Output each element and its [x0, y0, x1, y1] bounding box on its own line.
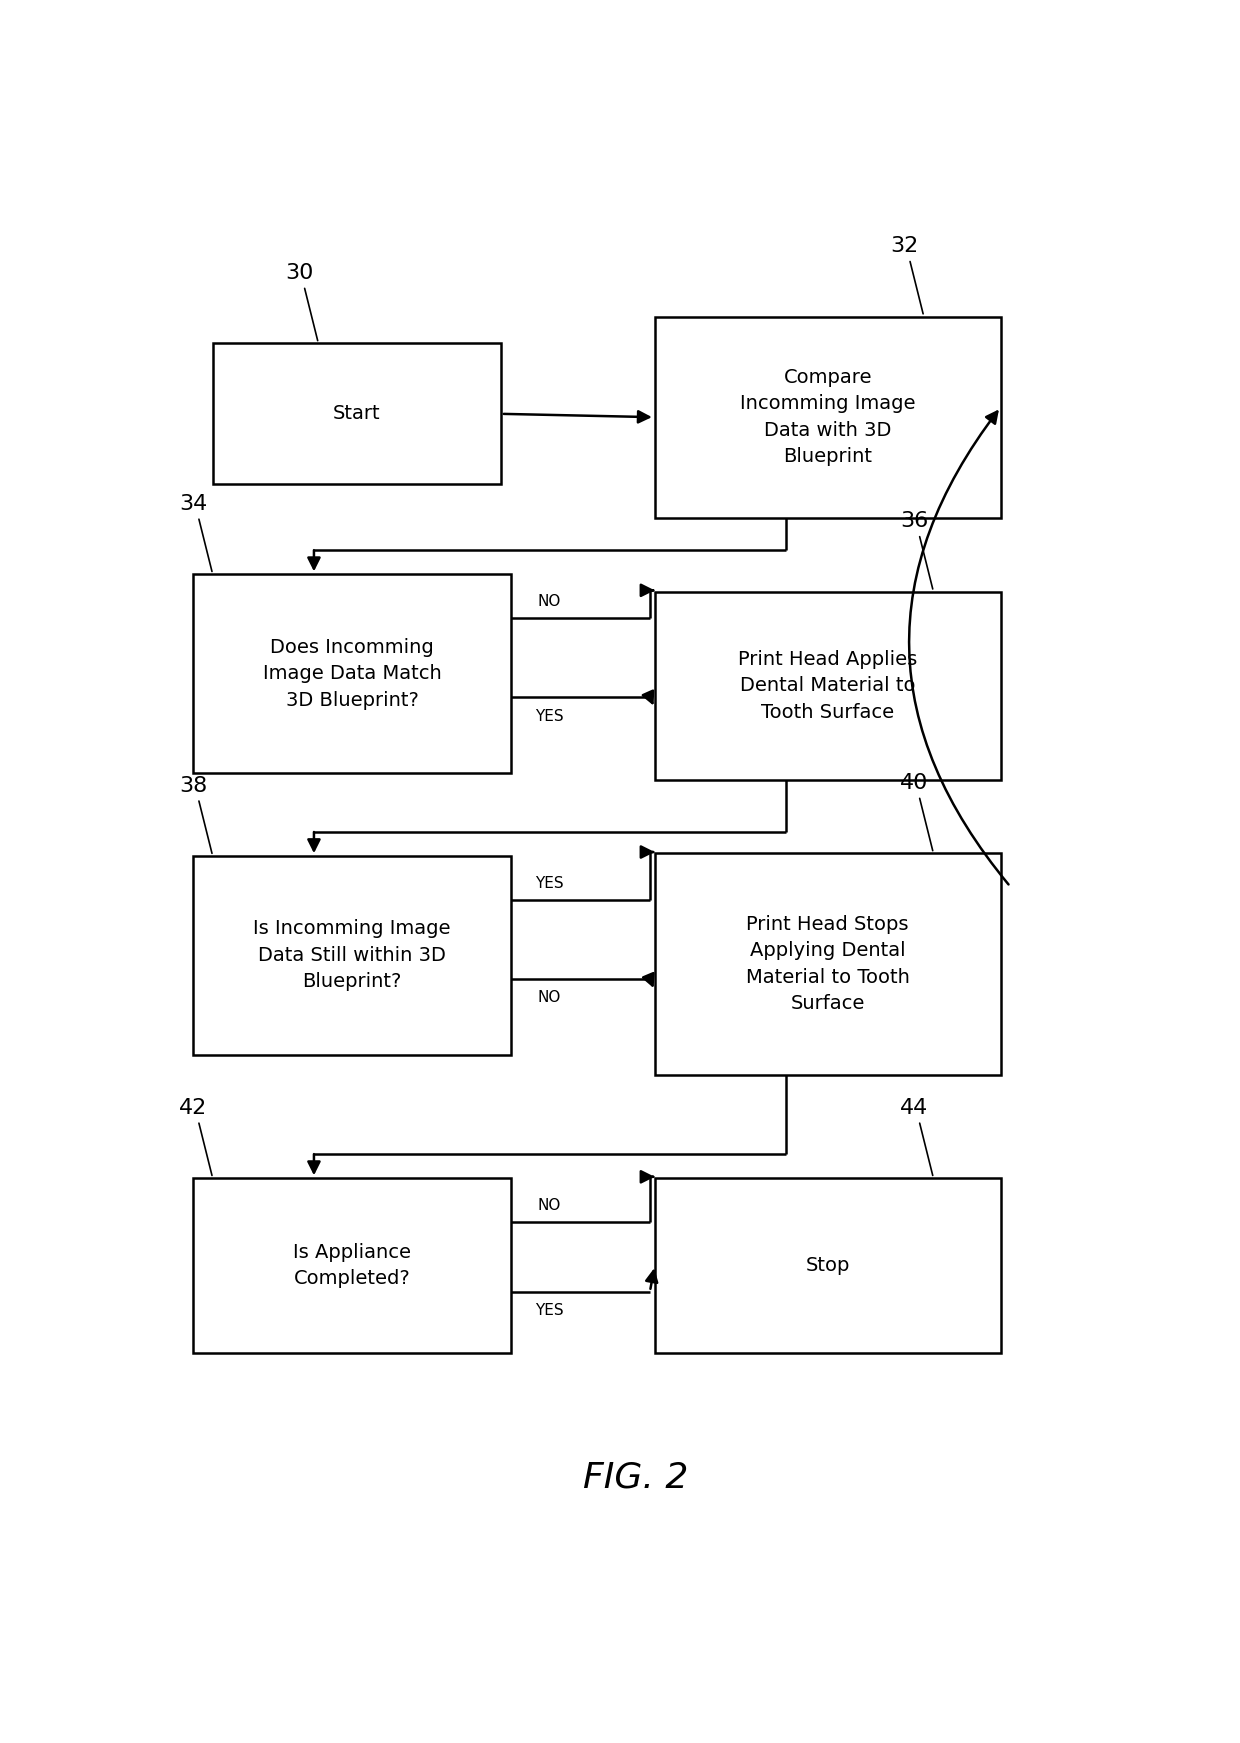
FancyBboxPatch shape [655, 1178, 1001, 1353]
Text: YES: YES [534, 709, 563, 723]
Text: NO: NO [537, 594, 560, 610]
Text: 44: 44 [900, 1098, 929, 1117]
Text: 30: 30 [285, 263, 314, 282]
FancyBboxPatch shape [193, 1178, 511, 1353]
Text: Does Incomming
Image Data Match
3D Blueprint?: Does Incomming Image Data Match 3D Bluep… [263, 638, 441, 709]
Text: 36: 36 [900, 511, 929, 532]
Text: YES: YES [534, 877, 563, 891]
Text: Is Appliance
Completed?: Is Appliance Completed? [293, 1243, 410, 1288]
Text: NO: NO [537, 1197, 560, 1213]
Text: Stop: Stop [806, 1257, 849, 1274]
Text: 34: 34 [180, 493, 207, 514]
Text: 40: 40 [900, 772, 929, 793]
Text: 38: 38 [180, 776, 207, 795]
FancyBboxPatch shape [655, 854, 1001, 1075]
Text: FIG. 2: FIG. 2 [583, 1461, 688, 1494]
Text: Print Head Stops
Applying Dental
Material to Tooth
Surface: Print Head Stops Applying Dental Materia… [745, 915, 910, 1013]
FancyBboxPatch shape [655, 591, 1001, 779]
Text: NO: NO [537, 990, 560, 1006]
Text: YES: YES [534, 1302, 563, 1318]
FancyBboxPatch shape [193, 856, 511, 1055]
FancyBboxPatch shape [193, 573, 511, 772]
Text: Compare
Incomming Image
Data with 3D
Blueprint: Compare Incomming Image Data with 3D Blu… [740, 368, 915, 467]
FancyBboxPatch shape [655, 317, 1001, 518]
Text: Is Incomming Image
Data Still within 3D
Blueprint?: Is Incomming Image Data Still within 3D … [253, 919, 451, 992]
Text: Start: Start [334, 404, 381, 424]
FancyBboxPatch shape [213, 343, 501, 485]
FancyArrowPatch shape [909, 411, 1008, 884]
Text: Print Head Applies
Dental Material to
Tooth Surface: Print Head Applies Dental Material to To… [738, 650, 918, 722]
Text: 32: 32 [890, 235, 919, 256]
Text: 42: 42 [180, 1098, 207, 1117]
